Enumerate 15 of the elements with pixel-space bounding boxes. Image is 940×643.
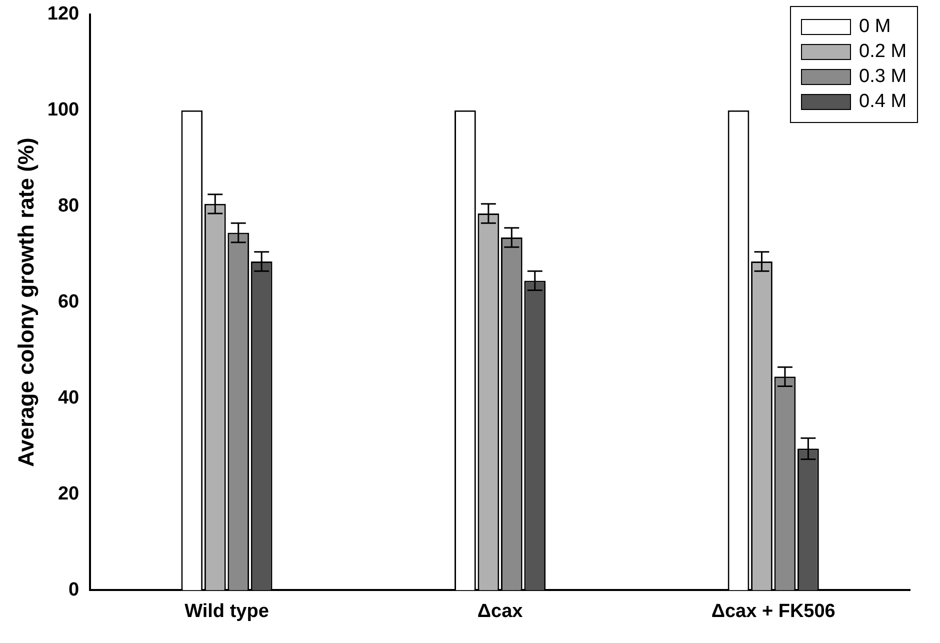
- y-axis-title: Average colony growth rate (%): [13, 138, 38, 467]
- legend-label: 0.2 M: [859, 41, 907, 64]
- y-tick-label: 0: [68, 579, 80, 600]
- x-tick-label: Δcax: [477, 600, 524, 622]
- y-tick-label: 100: [47, 100, 80, 121]
- y-tick-label: 60: [58, 292, 80, 313]
- x-tick-label: Δcax + FK506: [711, 600, 836, 622]
- legend-label: 0.4 M: [859, 91, 907, 114]
- legend-label: 0.3 M: [859, 66, 907, 88]
- y-tick-label: 120: [47, 4, 80, 25]
- y-tick-label: 20: [58, 483, 80, 504]
- text: 0 M: [859, 16, 891, 38]
- x-tick-label: Wild type: [184, 600, 269, 622]
- y-tick-label: 80: [58, 196, 80, 217]
- y-tick-label: 40: [58, 388, 80, 408]
